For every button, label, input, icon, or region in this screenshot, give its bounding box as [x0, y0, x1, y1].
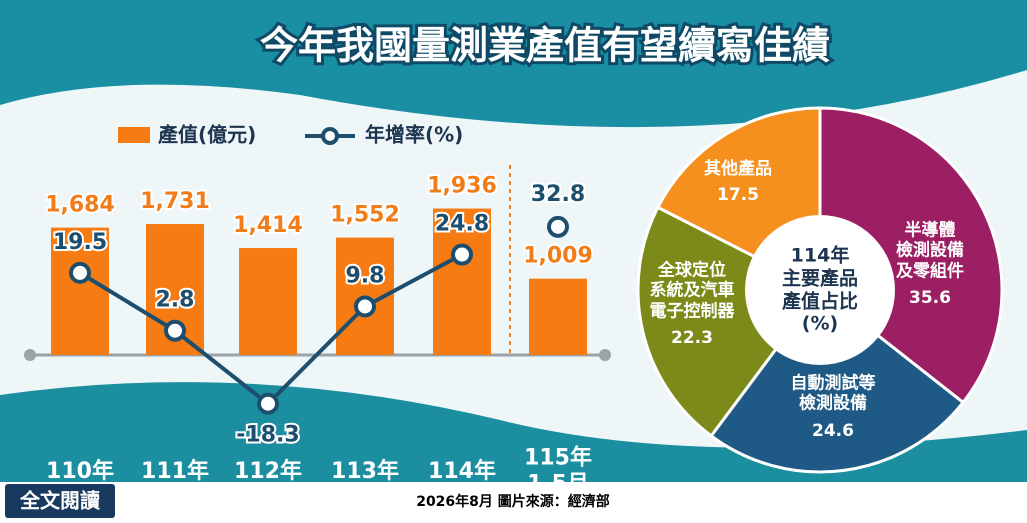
line-value-label: 32.8 [531, 182, 585, 207]
bar [51, 227, 109, 355]
bar-value-label: 1,731 [140, 189, 210, 214]
line-marker [257, 392, 279, 415]
bar-value-label: 1,552 [330, 203, 400, 228]
x-tick-label: 115年 1-5月 [524, 445, 592, 497]
pie-value: 22.3 [671, 327, 713, 348]
pie-label: 全球定位 系統及汽車 電子控制器 [649, 260, 735, 322]
line-marker [547, 215, 569, 238]
line-marker [451, 243, 473, 266]
line-marker [354, 295, 376, 318]
line-value-label: 24.8 [435, 212, 489, 237]
bar-value-label: 1,414 [233, 213, 303, 238]
footer-band [0, 482, 1027, 523]
x-tick-label: 113年 [331, 458, 399, 484]
x-tick-label: 110年 [46, 458, 114, 484]
bar-value-label: 1,936 [427, 174, 497, 199]
line-marker [69, 261, 91, 284]
pie-slice [636, 205, 823, 438]
baseline-end [24, 349, 36, 361]
bar-value-label: 1,684 [45, 193, 115, 218]
pie-center [745, 215, 895, 365]
bar [433, 208, 491, 355]
pie-slice [709, 287, 966, 474]
legend-marker [321, 127, 339, 145]
line-value-label: 19.5 [53, 230, 107, 255]
bar [239, 248, 297, 355]
pie-label: 自動測試等 檢測設備 [790, 373, 876, 414]
source: 2026年8月 圖片來源：經濟部 [416, 493, 610, 510]
pie-label: 其他產品 [704, 158, 772, 179]
line-value-label: 9.8 [346, 263, 385, 288]
read-more-button[interactable] [5, 484, 115, 518]
legend-label: 產值(億元) [158, 123, 256, 147]
line-value-label: -18.3 [236, 423, 299, 448]
x-tick-label: 111年 [141, 458, 209, 484]
header-band [0, 0, 1027, 128]
line-marker [164, 319, 186, 342]
legend-label: 年增率(%) [365, 123, 463, 147]
line-value-label: 2.8 [156, 288, 195, 313]
pie-value: 17.5 [717, 184, 759, 205]
legend-swatch [118, 127, 150, 143]
x-tick-label: 114年 [428, 458, 496, 484]
baseline-end [599, 349, 611, 361]
x-tick-label: 112年 [234, 458, 302, 484]
bar [529, 278, 587, 355]
pie-label: 半導體 檢測設備 及零組件 [896, 220, 964, 282]
read-more-label[interactable]: 全文閱讀 [19, 489, 100, 513]
pie-value: 24.6 [812, 420, 854, 441]
title: 今年我國量測業產值有望續寫佳績 [260, 24, 830, 68]
bar-value-label: 1,009 [523, 244, 593, 269]
pie-slice [818, 106, 1004, 405]
pie-title: 114年 主要產品 產值占比 (%) [781, 244, 859, 335]
pie-value: 35.6 [909, 287, 951, 308]
